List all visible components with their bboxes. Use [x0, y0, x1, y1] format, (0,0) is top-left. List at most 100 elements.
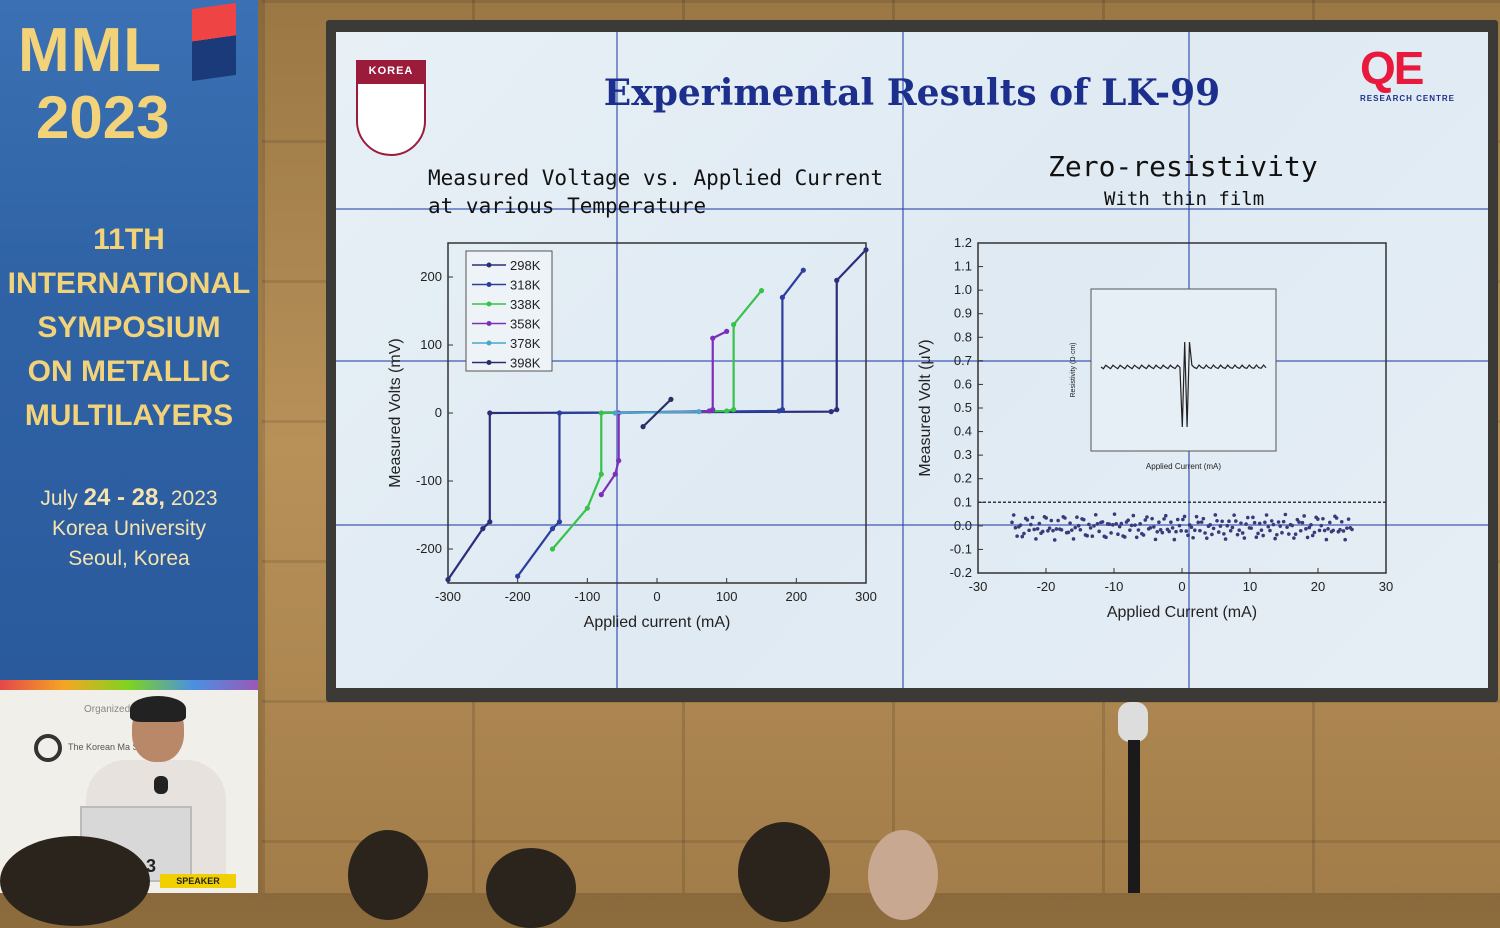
data-point	[1109, 531, 1113, 535]
data-point-338K	[731, 322, 737, 328]
data-point	[1177, 523, 1182, 528]
data-point-318K	[779, 294, 785, 300]
series-line-398K	[642, 398, 672, 428]
data-point	[1300, 520, 1305, 525]
data-point	[1228, 528, 1233, 533]
data-point	[1259, 528, 1264, 532]
data-point	[1339, 519, 1344, 524]
data-point	[1119, 521, 1124, 526]
x-tick-label: 10	[1243, 579, 1257, 594]
data-point	[1251, 515, 1255, 520]
data-point	[1141, 533, 1146, 537]
audience-head	[486, 848, 576, 928]
data-point	[1312, 530, 1317, 535]
data-point	[1157, 520, 1161, 525]
speaker-badge: SPEAKER	[160, 874, 236, 888]
qe-logo-letters: QE	[1360, 42, 1424, 94]
dates-year: 2023	[170, 487, 218, 510]
data-point	[1111, 523, 1115, 527]
left-chart-heading: Measured Voltage vs. Applied Current at …	[428, 164, 883, 220]
data-point	[1326, 526, 1330, 531]
legend-label: 378K	[510, 336, 541, 351]
data-point	[1254, 535, 1259, 539]
data-point	[1215, 518, 1219, 523]
data-point	[1220, 519, 1224, 524]
data-point	[1278, 524, 1283, 528]
data-point	[1025, 518, 1030, 522]
data-point	[1020, 534, 1025, 539]
data-point	[1085, 533, 1089, 538]
legend-label: 318K	[510, 278, 541, 293]
data-point	[1175, 517, 1180, 522]
data-point	[1286, 532, 1291, 536]
data-point	[1218, 524, 1223, 528]
data-point-298K	[487, 519, 493, 525]
data-point	[1152, 525, 1156, 529]
data-point-318K	[549, 526, 556, 532]
audience-head	[738, 822, 830, 922]
data-point	[1225, 523, 1230, 528]
symposium-line: SYMPOSIUM	[37, 311, 221, 344]
y-tick-label: 0.8	[954, 329, 972, 344]
data-point	[1155, 530, 1160, 534]
inset-y-label: Resistivity (Ω·cm)	[1070, 342, 1077, 397]
data-point	[1162, 517, 1166, 521]
symposium-line: ON METALLIC	[27, 355, 231, 388]
dates-range: 24 - 28,	[83, 484, 166, 511]
korea-university-logo: KOREA	[356, 60, 426, 156]
x-tick-label: 100	[716, 589, 738, 604]
data-point	[1189, 525, 1194, 530]
data-point	[1304, 527, 1308, 531]
y-tick-label: 0.5	[954, 400, 972, 415]
data-point	[1324, 537, 1329, 542]
data-point	[1054, 527, 1059, 531]
data-point	[1193, 528, 1197, 533]
data-point	[1010, 520, 1014, 525]
legend-marker	[486, 321, 492, 326]
data-point	[1317, 528, 1322, 533]
data-point	[1234, 519, 1238, 523]
y-tick-label: -0.2	[950, 565, 972, 580]
data-point	[1013, 525, 1018, 530]
y-axis-label: Measured Volts (mV)	[387, 338, 404, 487]
data-point	[1075, 515, 1079, 520]
data-point	[1319, 523, 1324, 528]
legend-label: 358K	[510, 317, 541, 332]
data-point	[1276, 520, 1281, 524]
data-point	[1022, 531, 1026, 536]
data-point	[1327, 520, 1332, 525]
data-point	[1116, 532, 1120, 537]
data-point-318K	[800, 267, 806, 273]
data-point-338K	[598, 471, 604, 477]
data-point	[1150, 516, 1154, 521]
data-point-298K	[834, 277, 840, 283]
data-point-358K	[724, 328, 730, 334]
data-point	[1104, 535, 1108, 540]
audience-head	[348, 830, 428, 920]
data-point	[1213, 513, 1218, 517]
data-point	[1322, 528, 1327, 533]
y-axis-label: Measured Volt (μV)	[917, 339, 934, 476]
data-point	[1196, 520, 1201, 525]
x-axis-label: Applied current (mA)	[584, 614, 731, 631]
data-point	[1073, 525, 1078, 530]
data-point	[1145, 515, 1149, 519]
data-point	[1275, 532, 1279, 537]
y-tick-label: 1.2	[954, 237, 972, 250]
data-point	[1131, 513, 1136, 518]
data-point	[1198, 528, 1202, 533]
legend-box	[465, 250, 553, 372]
qe-logo: QE RESEARCH CENTRE	[1360, 42, 1470, 112]
legend-marker	[486, 301, 492, 307]
y-tick-label: 0.1	[954, 494, 972, 509]
data-point	[1160, 530, 1165, 535]
data-point-358K	[598, 492, 604, 498]
ku-logo-label: KOREA	[356, 60, 426, 82]
data-point	[1222, 532, 1226, 536]
data-point	[1227, 519, 1231, 524]
data-point-318K	[556, 410, 563, 416]
data-point	[1092, 524, 1096, 528]
x-tick-label: -200	[505, 589, 531, 604]
data-point-358K	[710, 407, 716, 413]
data-point	[1052, 538, 1057, 542]
